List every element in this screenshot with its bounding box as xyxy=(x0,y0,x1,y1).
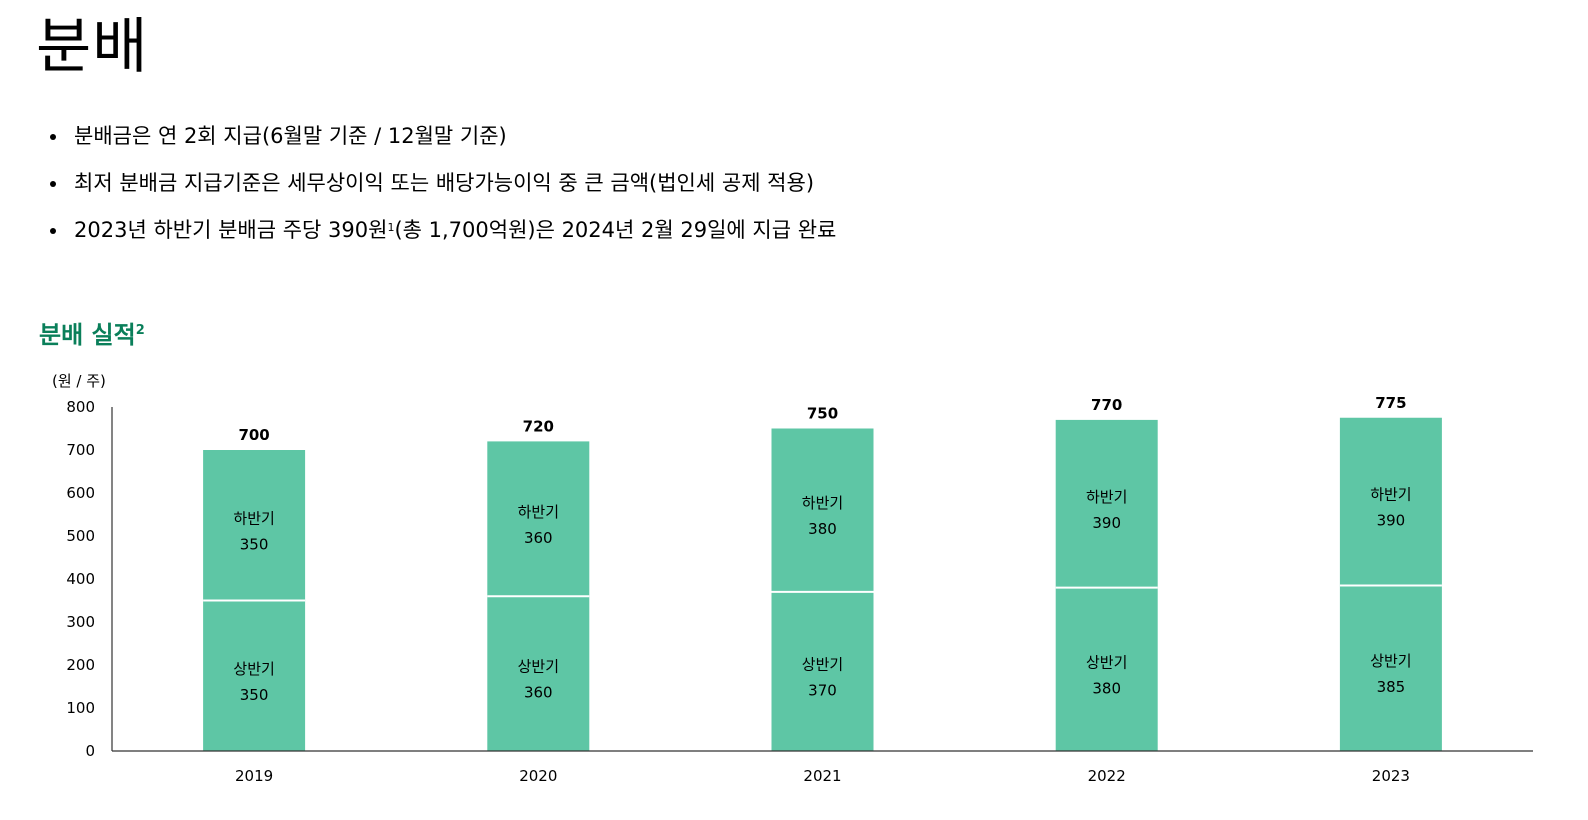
bar-segment-상반기-2021 xyxy=(771,591,874,751)
bar-segment-하반기-2023 xyxy=(1339,417,1442,586)
page-title: 분배 xyxy=(36,12,149,82)
bar-total-label: 750 xyxy=(807,405,838,423)
bar-total-label: 720 xyxy=(523,417,554,435)
stacked-bar-chart: (원 / 주) 0 100 200 300 400 500 600 700 800 상반기 350 하반… xyxy=(52,372,1533,785)
y-tick-label: 300 xyxy=(66,613,95,631)
y-tick-label: 500 xyxy=(66,527,95,545)
segment-series-label: 상반기 xyxy=(1086,653,1127,671)
bullet-dot xyxy=(50,134,56,140)
segment-value-label: 350 xyxy=(240,535,269,553)
segment-value-label: 360 xyxy=(524,529,553,547)
bar-segment-하반기-2020 xyxy=(487,441,590,597)
bullet-item: 분배금은 연 2회 지급(6월말 기준 / 12월말 기준) xyxy=(48,124,836,148)
segment-series-label: 하반기 xyxy=(233,509,274,527)
segment-value-label: 380 xyxy=(1092,679,1121,697)
bar-segment-하반기-2022 xyxy=(1055,419,1158,588)
y-unit-label: (원 / 주) xyxy=(52,372,106,390)
bullet-item: 2023년 하반기 분배금 주당 390원1(총 1,700억원)은 2024년… xyxy=(48,218,836,242)
bar-total-label: 775 xyxy=(1375,394,1406,412)
segment-value-label: 370 xyxy=(808,681,837,699)
y-tick-label: 400 xyxy=(66,570,95,588)
bar-total-label: 770 xyxy=(1091,396,1122,414)
y-tick-label: 700 xyxy=(66,441,95,459)
x-tick-label: 2021 xyxy=(803,767,841,785)
x-tick-label: 2020 xyxy=(519,767,557,785)
segment-series-label: 상반기 xyxy=(233,660,274,678)
segment-value-label: 390 xyxy=(1377,512,1406,530)
segment-value-label: 390 xyxy=(1092,514,1121,532)
segment-value-label: 350 xyxy=(240,686,269,704)
bar-total-label: 700 xyxy=(238,426,269,444)
y-tick-label: 100 xyxy=(66,699,95,717)
segment-series-label: 하반기 xyxy=(1370,486,1411,504)
footnote-marker: 2 xyxy=(135,323,145,338)
segment-series-label: 하반기 xyxy=(802,494,843,512)
bullet-item: 최저 분배금 지급기준은 세무상이익 또는 배당가능이익 중 큰 금액(법인세 … xyxy=(48,171,836,195)
y-tick-label: 800 xyxy=(66,398,95,416)
section-title: 분배 실적2 xyxy=(39,315,145,350)
bullet-list: 분배금은 연 2회 지급(6월말 기준 / 12월말 기준) 최저 분배금 지급… xyxy=(48,124,836,265)
segment-value-label: 385 xyxy=(1377,678,1406,696)
y-tick-label: 200 xyxy=(66,656,95,674)
segment-value-label: 380 xyxy=(808,520,837,538)
bullet-dot xyxy=(50,181,56,187)
segment-series-label: 하반기 xyxy=(1086,488,1127,506)
y-tick-label: 0 xyxy=(85,742,95,760)
segment-value-label: 360 xyxy=(524,684,553,702)
bar-segment-하반기-2019 xyxy=(203,450,306,601)
bullet-dot xyxy=(50,228,56,234)
footnote-marker: 1 xyxy=(387,221,395,234)
segment-series-label: 하반기 xyxy=(518,503,559,521)
segment-series-label: 상반기 xyxy=(802,655,843,673)
x-tick-label: 2023 xyxy=(1372,767,1410,785)
bar-segment-하반기-2021 xyxy=(771,428,874,592)
bar-segment-상반기-2022 xyxy=(1055,587,1158,751)
x-tick-label: 2019 xyxy=(235,767,273,785)
bar-segment-상반기-2019 xyxy=(203,600,306,751)
bullet-text-continued: (총 1,700억원)은 2024년 2월 29일에 지급 완료 xyxy=(394,218,837,242)
bullet-text: 최저 분배금 지급기준은 세무상이익 또는 배당가능이익 중 큰 금액(법인세 … xyxy=(74,171,815,195)
bar-segment-상반기-2023 xyxy=(1339,585,1442,751)
bar-segment-상반기-2020 xyxy=(487,596,590,751)
bullet-text: 분배금은 연 2회 지급(6월말 기준 / 12월말 기준) xyxy=(74,124,507,148)
segment-series-label: 상반기 xyxy=(1370,652,1411,670)
y-tick-label: 600 xyxy=(66,484,95,502)
section-title-text: 분배 실적 xyxy=(39,321,136,349)
x-tick-label: 2022 xyxy=(1088,767,1126,785)
segment-series-label: 상반기 xyxy=(518,658,559,676)
bullet-text: 2023년 하반기 분배금 주당 390원 xyxy=(74,218,388,242)
